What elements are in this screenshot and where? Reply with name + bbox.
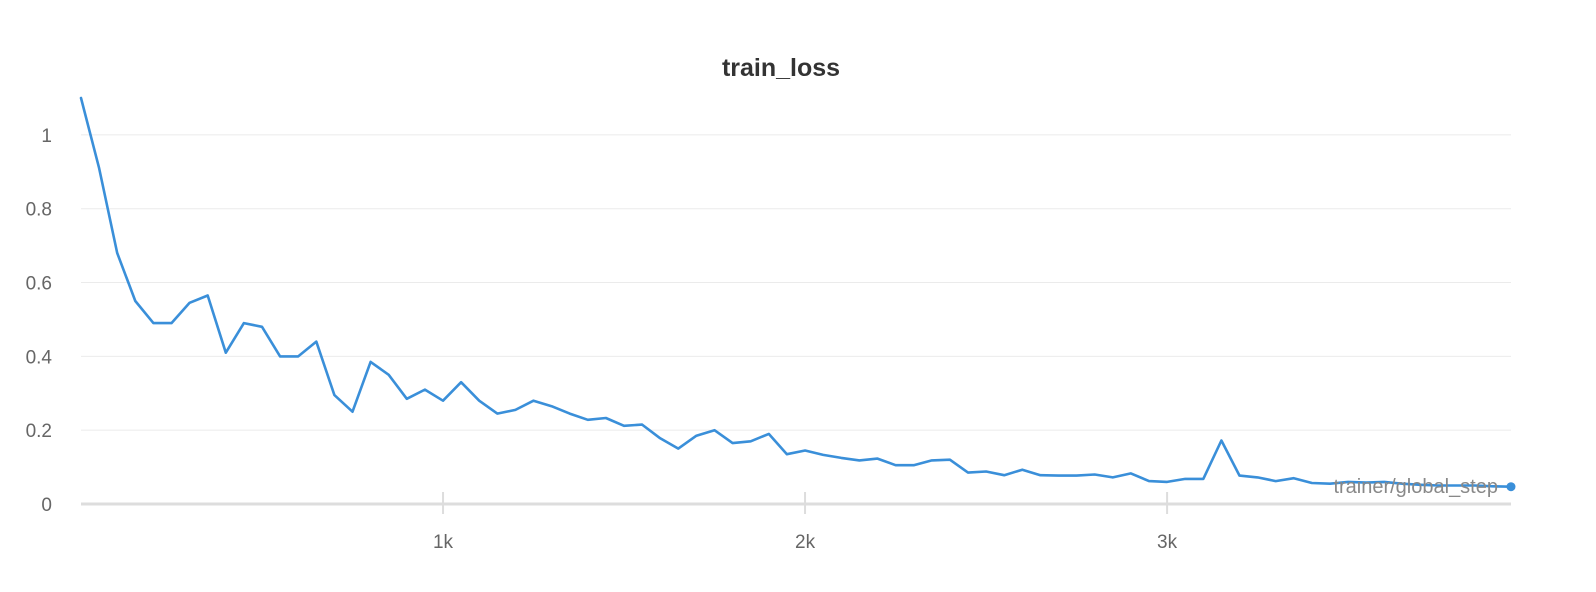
data-point[interactable] <box>1092 472 1098 478</box>
data-point[interactable] <box>78 95 84 101</box>
data-point[interactable] <box>621 423 627 429</box>
data-point[interactable] <box>1146 478 1152 484</box>
data-point[interactable] <box>766 431 772 437</box>
data-point[interactable] <box>1128 470 1134 476</box>
data-point[interactable] <box>458 379 464 385</box>
data-point[interactable] <box>784 451 790 457</box>
data-point[interactable] <box>350 409 356 415</box>
data-point[interactable] <box>114 250 120 256</box>
data-point[interactable] <box>585 417 591 423</box>
data-point[interactable] <box>893 462 899 468</box>
data-point[interactable] <box>748 438 754 444</box>
data-point[interactable] <box>1291 475 1297 481</box>
data-point[interactable] <box>132 298 138 304</box>
data-point[interactable] <box>730 440 736 446</box>
series-line[interactable] <box>79 96 1513 489</box>
data-point[interactable] <box>494 411 500 417</box>
data-point[interactable] <box>404 396 410 402</box>
data-point[interactable] <box>241 320 247 326</box>
grid-layer <box>81 134 1511 431</box>
data-point[interactable] <box>313 339 319 345</box>
data-point[interactable] <box>1037 472 1043 478</box>
y-tick-label: 0.8 <box>26 200 52 221</box>
data-point[interactable] <box>169 320 175 326</box>
data-point[interactable] <box>150 320 156 326</box>
y-tick-label: 0.4 <box>26 347 53 368</box>
data-point[interactable] <box>277 353 283 359</box>
data-point[interactable] <box>1019 467 1025 473</box>
data-point[interactable] <box>331 392 337 398</box>
y-tick-label: 0 <box>41 495 52 516</box>
data-point[interactable] <box>675 446 681 452</box>
data-point[interactable] <box>1001 472 1007 478</box>
axis-layer <box>81 492 1511 514</box>
data-point[interactable] <box>856 457 862 463</box>
data-point[interactable] <box>1110 474 1116 480</box>
data-point[interactable] <box>512 407 518 413</box>
series-end-point[interactable] <box>1506 482 1516 492</box>
data-point[interactable] <box>259 324 265 330</box>
data-point[interactable] <box>657 435 663 441</box>
data-point[interactable] <box>1182 476 1188 482</box>
x-axis-label: trainer/global_step <box>1333 476 1498 498</box>
series-layer[interactable] <box>78 95 1516 492</box>
data-point[interactable] <box>386 372 392 378</box>
data-point[interactable] <box>911 462 917 468</box>
data-point[interactable] <box>1273 478 1279 484</box>
data-point[interactable] <box>875 456 881 462</box>
data-point[interactable] <box>96 165 102 171</box>
data-point[interactable] <box>1164 479 1170 485</box>
data-point[interactable] <box>983 469 989 475</box>
data-point[interactable] <box>440 398 446 404</box>
data-point[interactable] <box>187 300 193 306</box>
data-point[interactable] <box>1255 474 1261 480</box>
y-tick-label: 0.6 <box>26 274 52 295</box>
data-point[interactable] <box>205 293 211 299</box>
data-point[interactable] <box>531 398 537 404</box>
data-point[interactable] <box>422 387 428 393</box>
data-point[interactable] <box>820 452 826 458</box>
data-point[interactable] <box>1218 438 1224 444</box>
data-point[interactable] <box>1237 473 1243 479</box>
chart-title: train_loss <box>722 54 840 82</box>
x-tick-label: 2k <box>795 532 816 553</box>
data-point[interactable] <box>1200 476 1206 482</box>
y-tick-label: 0.2 <box>26 421 52 442</box>
x-tick-label: 3k <box>1157 532 1178 553</box>
label-layer: 0 0.2 0.4 0.6 0.8 1 1k 2k 3k trainer/global_step <box>26 126 1498 553</box>
data-point[interactable] <box>1309 480 1315 486</box>
data-point[interactable] <box>1074 473 1080 479</box>
data-point[interactable] <box>929 457 935 463</box>
data-point[interactable] <box>368 359 374 365</box>
data-point[interactable] <box>693 433 699 439</box>
data-point[interactable] <box>947 457 953 463</box>
data-point[interactable] <box>223 350 229 356</box>
data-point[interactable] <box>965 470 971 476</box>
data-point[interactable] <box>1056 473 1062 479</box>
y-tick-label: 1 <box>41 126 52 147</box>
data-point[interactable] <box>549 403 555 409</box>
data-point[interactable] <box>802 448 808 454</box>
data-point[interactable] <box>838 455 844 461</box>
data-point[interactable] <box>295 353 301 359</box>
data-point[interactable] <box>476 398 482 404</box>
data-point[interactable] <box>1327 481 1333 487</box>
x-tick-label: 1k <box>433 532 454 553</box>
data-point[interactable] <box>603 415 609 421</box>
data-point[interactable] <box>639 422 645 428</box>
data-point[interactable] <box>567 411 573 417</box>
data-point[interactable] <box>712 427 718 433</box>
